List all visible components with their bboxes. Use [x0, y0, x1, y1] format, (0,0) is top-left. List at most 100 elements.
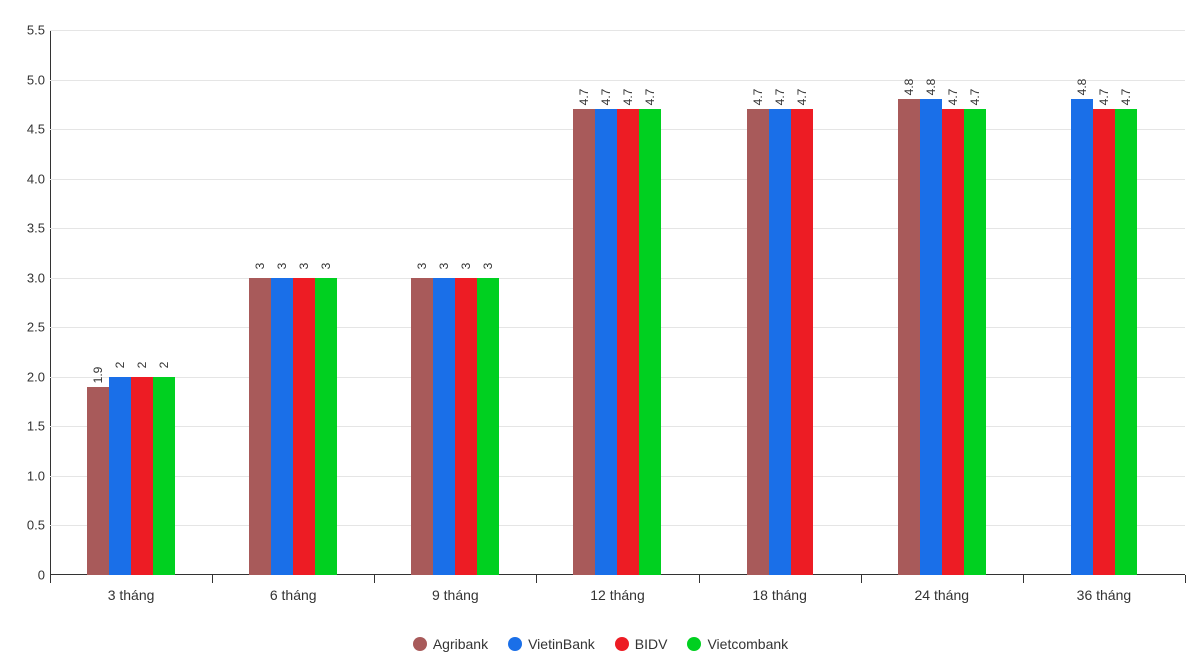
bar-value-label: 4.7	[751, 89, 765, 106]
legend: Agribank VietinBank BIDV Vietcombank	[10, 636, 1191, 652]
bar-value-label: 4.7	[773, 89, 787, 106]
legend-label: VietinBank	[528, 636, 595, 652]
bar-value-label: 3	[481, 262, 495, 269]
x-tick-label: 9 tháng	[374, 587, 536, 603]
y-tick-label: 0.5	[10, 518, 45, 533]
y-tick-label: 1.5	[10, 419, 45, 434]
plot-area: 00.51.01.52.02.53.03.54.04.55.05.53 thán…	[50, 30, 1185, 575]
bar: 4.8	[898, 99, 920, 575]
bar: 4.7	[573, 109, 595, 575]
y-tick-label: 3.0	[10, 270, 45, 285]
y-tick-label: 4.0	[10, 171, 45, 186]
category-group: 6 tháng3333	[212, 30, 374, 575]
x-tick	[861, 575, 862, 583]
bar-value-label: 3	[437, 262, 451, 269]
bar: 4.7	[747, 109, 769, 575]
bar-value-label: 3	[275, 262, 289, 269]
bar-value-label: 2	[157, 361, 171, 368]
bar-value-label: 4.7	[577, 89, 591, 106]
bar-value-label: 3	[253, 262, 267, 269]
x-tick	[1185, 575, 1186, 583]
bar: 4.8	[920, 99, 942, 575]
bar: 4.7	[617, 109, 639, 575]
bar-value-label: 3	[415, 262, 429, 269]
legend-swatch	[508, 637, 522, 651]
bar-value-label: 4.7	[1119, 89, 1133, 106]
bar-value-label: 4.7	[599, 89, 613, 106]
legend-item: VietinBank	[508, 636, 595, 652]
bar-value-label: 2	[113, 361, 127, 368]
bar: 3	[433, 278, 455, 575]
category-group: 24 tháng4.84.84.74.7	[861, 30, 1023, 575]
x-tick	[212, 575, 213, 583]
y-tick-label: 5.0	[10, 72, 45, 87]
bar-value-label: 4.8	[902, 79, 916, 96]
y-tick-label: 1.0	[10, 468, 45, 483]
legend-swatch	[413, 637, 427, 651]
chart-container: 0 0.5 1.0 1.5 2.0 2.5 3.0 3.5 4.0 4.5 5.0 5.5 3 thán…	[10, 10, 1191, 657]
bar-value-label: 3	[459, 262, 473, 269]
x-tick-label: 18 tháng	[699, 587, 861, 603]
bar-value-label: 4.8	[1075, 79, 1089, 96]
x-tick	[699, 575, 700, 583]
bar: 4.7	[964, 109, 986, 575]
legend-item: Agribank	[413, 636, 488, 652]
bar: 4.8	[1071, 99, 1093, 575]
bar-value-label: 4.7	[621, 89, 635, 106]
x-tick-label: 3 tháng	[50, 587, 212, 603]
bar: 3	[455, 278, 477, 575]
bar-value-label: 4.7	[968, 89, 982, 106]
bar-value-label: 4.7	[643, 89, 657, 106]
bar-value-label: 4.7	[1097, 89, 1111, 106]
bar: 2	[109, 377, 131, 575]
bar-value-label: 4.7	[795, 89, 809, 106]
bar: 4.7	[769, 109, 791, 575]
legend-swatch	[687, 637, 701, 651]
bar-value-label: 4.8	[924, 79, 938, 96]
x-tick	[374, 575, 375, 583]
legend-label: Agribank	[433, 636, 488, 652]
bar: 3	[249, 278, 271, 575]
x-tick-label: 12 tháng	[536, 587, 698, 603]
x-tick-label: 24 tháng	[861, 587, 1023, 603]
bar-value-label: 3	[297, 262, 311, 269]
category-group: 3 tháng1.9222	[50, 30, 212, 575]
y-tick-label: 2.0	[10, 369, 45, 384]
y-tick-label: 3.5	[10, 221, 45, 236]
bar: 3	[271, 278, 293, 575]
legend-item: Vietcombank	[687, 636, 788, 652]
category-group: 36 tháng4.84.74.7	[1023, 30, 1185, 575]
bar-value-label: 1.9	[91, 366, 105, 383]
legend-label: Vietcombank	[707, 636, 788, 652]
y-tick-label: 5.5	[10, 23, 45, 38]
bar: 3	[411, 278, 433, 575]
bar-value-label: 4.7	[946, 89, 960, 106]
x-tick	[50, 575, 51, 583]
category-group: 18 tháng4.74.74.7	[699, 30, 861, 575]
y-tick-label: 4.5	[10, 122, 45, 137]
y-tick-label: 2.5	[10, 320, 45, 335]
bar: 1.9	[87, 387, 109, 575]
legend-item: BIDV	[615, 636, 668, 652]
bar-value-label: 2	[135, 361, 149, 368]
bar: 4.7	[1115, 109, 1137, 575]
bar: 4.7	[942, 109, 964, 575]
y-tick-label: 0	[10, 568, 45, 583]
bar: 4.7	[639, 109, 661, 575]
bar: 3	[477, 278, 499, 575]
category-group: 9 tháng3333	[374, 30, 536, 575]
bar: 2	[153, 377, 175, 575]
x-tick	[1023, 575, 1024, 583]
bar: 4.7	[791, 109, 813, 575]
legend-label: BIDV	[635, 636, 668, 652]
legend-swatch	[615, 637, 629, 651]
bar: 2	[131, 377, 153, 575]
x-tick-label: 36 tháng	[1023, 587, 1185, 603]
bar: 3	[315, 278, 337, 575]
x-tick	[536, 575, 537, 583]
x-tick-label: 6 tháng	[212, 587, 374, 603]
category-group: 12 tháng4.74.74.74.7	[536, 30, 698, 575]
bar: 4.7	[595, 109, 617, 575]
bar: 4.7	[1093, 109, 1115, 575]
bar: 3	[293, 278, 315, 575]
